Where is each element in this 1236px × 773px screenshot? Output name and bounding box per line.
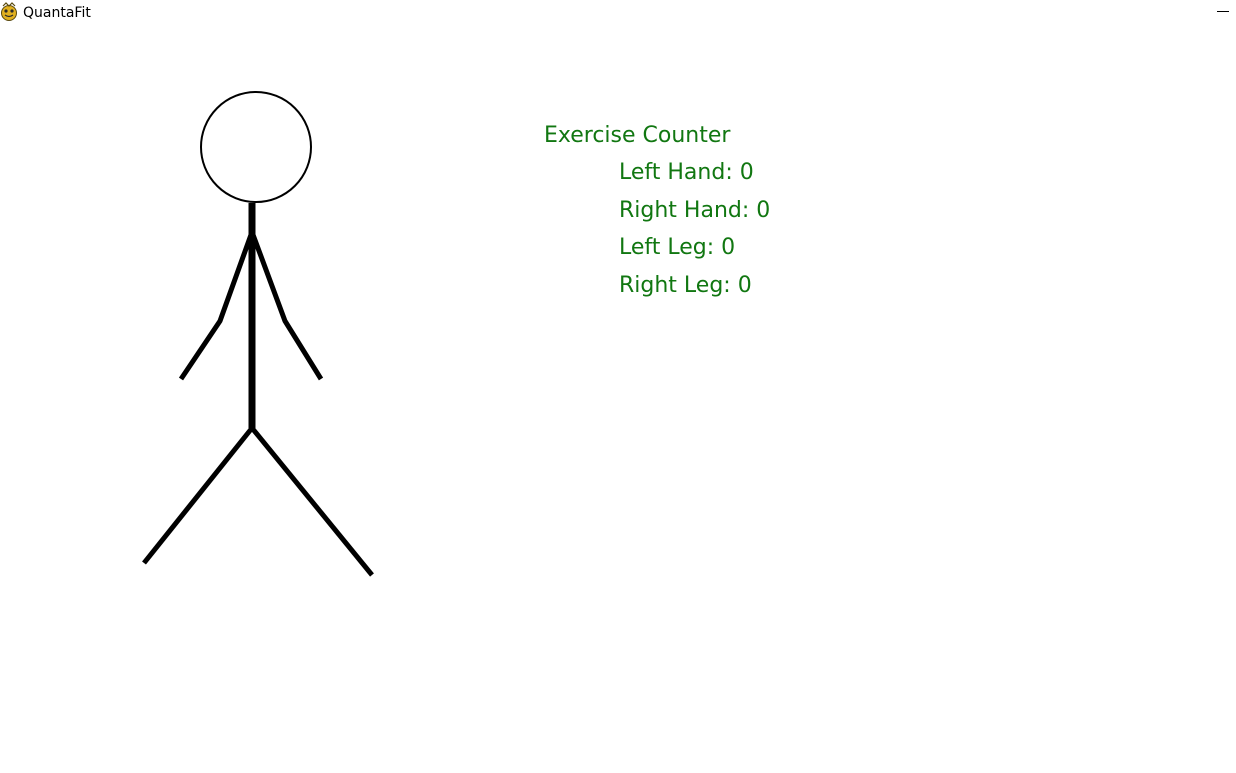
counter-value: 0 — [721, 235, 736, 260]
counter-value: 0 — [756, 197, 771, 223]
figure-head — [200, 91, 312, 203]
canvas-area: Exercise Counter Left Hand: 0 Right Hand… — [0, 26, 1236, 773]
counter-value: 0 — [739, 160, 754, 185]
figure-left-leg — [142, 426, 254, 565]
counter-right-leg: Right Leg: 0 — [619, 272, 752, 298]
exercise-counter: Exercise Counter Left Hand: 0 Right Hand… — [544, 122, 770, 309]
counter-title: Exercise Counter — [544, 123, 731, 148]
title-bar: QuantaFit — [0, 0, 1236, 26]
app-icon — [1, 2, 17, 21]
stick-figure — [142, 91, 374, 577]
counter-right-hand: Right Hand: 0 — [619, 197, 771, 223]
minimize-button[interactable] — [1214, 0, 1232, 22]
figure-right-leg — [250, 426, 374, 577]
counter-value: 0 — [737, 272, 752, 298]
figure-left-arm — [178, 231, 255, 381]
minimize-icon — [1217, 11, 1229, 12]
counter-list: Left Hand: 0 Right Hand: 0 Left Leg: 0 R… — [619, 159, 770, 309]
counter-left-leg: Left Leg: 0 — [619, 235, 736, 260]
window-title: QuantaFit — [23, 5, 91, 21]
counter-left-hand: Left Hand: 0 — [619, 160, 754, 185]
figure-right-arm — [249, 231, 324, 381]
